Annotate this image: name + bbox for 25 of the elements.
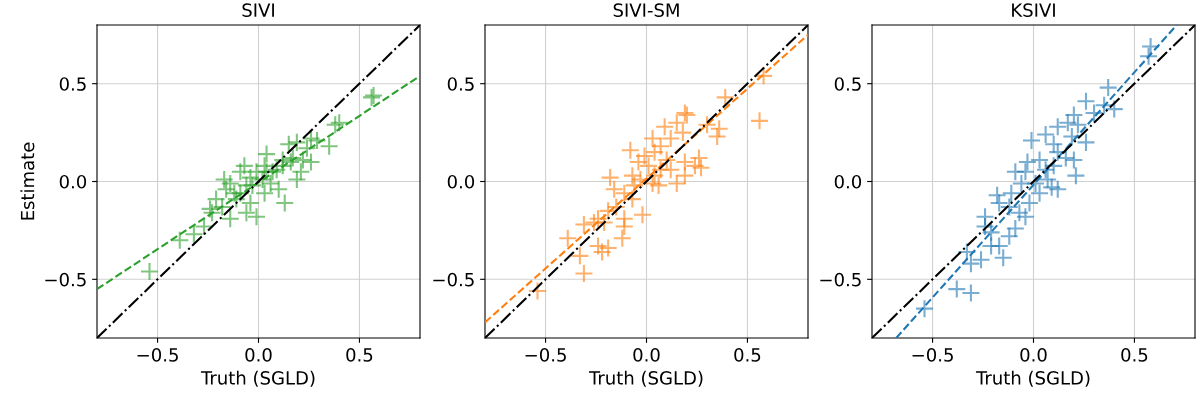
x-tick-label: −0.5 <box>525 348 566 362</box>
y-tick-label: 0.5 <box>834 77 861 91</box>
x-tick-label: 0.0 <box>1020 348 1047 362</box>
chart-title: SIVI <box>242 3 274 17</box>
y-tick-label: 0.0 <box>834 174 862 189</box>
x-tick-label: 0.5 <box>346 348 373 362</box>
y-tick-label: 0.0 <box>59 174 87 189</box>
x-tick-label: −0.5 <box>912 348 953 362</box>
chart-title: SIVI-SM <box>613 3 679 17</box>
y-tick-label: −0.5 <box>820 272 861 287</box>
y-tick-label: −0.5 <box>45 272 86 287</box>
x-tick-label: 0.5 <box>1121 348 1148 362</box>
x-axis-title: Truth (SGLD) <box>588 370 703 387</box>
x-tick-label: 0.0 <box>245 348 272 362</box>
x-tick-label: 0.0 <box>633 348 660 362</box>
y-tick-label: 0.0 <box>447 174 475 189</box>
y-tick-label: 0.5 <box>59 77 86 91</box>
x-tick-label: −0.5 <box>137 348 178 362</box>
y-tick-label: 0.5 <box>447 77 474 91</box>
chart-title: KSIVI <box>1012 3 1055 17</box>
y-tick-label: −0.5 <box>433 272 474 287</box>
x-axis-title: Truth (SGLD) <box>975 370 1090 387</box>
y-axis-title: Estimate <box>20 142 35 220</box>
x-tick-label: 0.5 <box>734 348 761 362</box>
x-axis-title: Truth (SGLD) <box>200 370 315 387</box>
